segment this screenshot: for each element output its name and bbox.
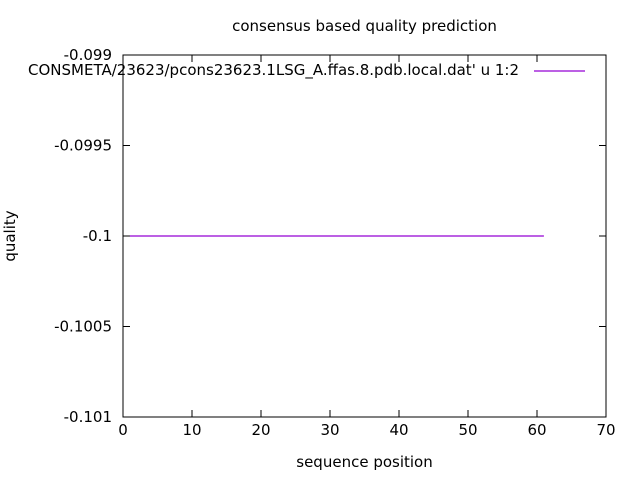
legend-label: CONSMETA/23623/pcons23623.1LSG_A.ffas.8.… — [28, 61, 519, 79]
x-tick-label: 40 — [389, 421, 408, 439]
x-tick-label: 30 — [320, 421, 339, 439]
y-tick-label: -0.099 — [64, 46, 112, 64]
x-tick-label: 10 — [182, 421, 201, 439]
x-tick-label: 70 — [596, 421, 615, 439]
x-axis-label: sequence position — [296, 453, 433, 471]
x-tick-label: 60 — [527, 421, 546, 439]
y-tick-label: -0.0995 — [54, 137, 112, 155]
x-tick-label: 20 — [251, 421, 270, 439]
y-tick-label: -0.101 — [64, 408, 112, 426]
y-tick-label: -0.1 — [83, 227, 112, 245]
chart-title: consensus based quality prediction — [232, 17, 497, 35]
x-tick-label: 0 — [118, 421, 128, 439]
y-tick-label: -0.1005 — [54, 318, 112, 336]
x-tick-label: 50 — [458, 421, 477, 439]
y-axis-label: quality — [1, 210, 19, 262]
